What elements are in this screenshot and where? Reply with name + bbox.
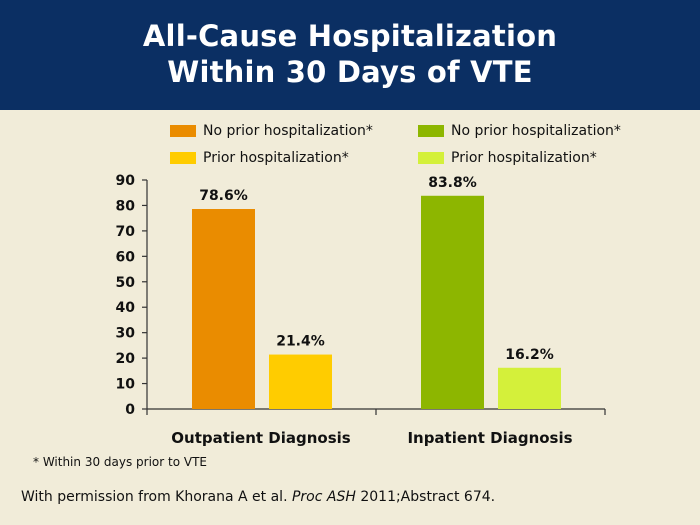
legend-item-outpatient-no-prior: No prior hospitalization* (170, 122, 373, 140)
citation-prefix: With permission from Khorana A et al. (21, 489, 292, 505)
y-tick-label: 20 (116, 351, 136, 367)
y-tick-label: 60 (116, 249, 136, 265)
legend-swatch (170, 125, 196, 137)
x-category-label: Inpatient Diagnosis (407, 429, 572, 447)
bar (192, 209, 255, 409)
legend-label: Prior hospitalization* (451, 150, 597, 166)
page-title-line-1: All-Cause Hospitalization (142, 19, 558, 53)
y-tick-label: 90 (116, 173, 136, 189)
bar-data-label: 21.4% (276, 334, 325, 350)
legend-item-outpatient-prior: Prior hospitalization* (170, 149, 349, 167)
citation-journal: Proc ASH (291, 489, 356, 505)
citation-suffix: 2011;Abstract 674. (355, 489, 496, 505)
legend-item-inpatient-prior: Prior hospitalization* (418, 149, 597, 167)
bar (421, 195, 484, 409)
bar-data-label: 16.2% (505, 347, 554, 363)
bar-chart: 0 10 20 30 40 50 60 70 80 90 Outpatient Diagnosis I… (116, 173, 606, 447)
page-title-line-2: Within 30 Days of VTE (167, 55, 533, 89)
bar-data-label: 83.8% (428, 175, 477, 191)
bar (498, 367, 561, 409)
y-tick-label: 10 (116, 377, 136, 393)
y-tick-label: 70 (116, 224, 136, 240)
title-banner: All-Cause Hospitalization Within 30 Days… (0, 0, 700, 110)
legend-swatch (418, 125, 444, 137)
legend-item-inpatient-no-prior: No prior hospitalization* (418, 122, 621, 140)
y-tick-label: 40 (116, 300, 136, 316)
y-tick-label: 30 (116, 326, 136, 342)
footnote: * Within 30 days prior to VTE (33, 455, 207, 469)
legend-swatch (418, 152, 444, 164)
bar (269, 354, 332, 409)
y-tick-label: 80 (116, 198, 136, 214)
citation: With permission from Khorana A et al. Pr… (21, 489, 495, 505)
legend-swatch (170, 152, 196, 164)
legend-label: Prior hospitalization* (203, 150, 349, 166)
legend-label: No prior hospitalization* (203, 123, 373, 139)
y-tick-label: 50 (116, 275, 136, 291)
legend-label: No prior hospitalization* (451, 123, 621, 139)
y-tick-label: 0 (125, 402, 135, 418)
bar-data-label: 78.6% (199, 188, 248, 204)
x-category-label: Outpatient Diagnosis (171, 429, 351, 447)
